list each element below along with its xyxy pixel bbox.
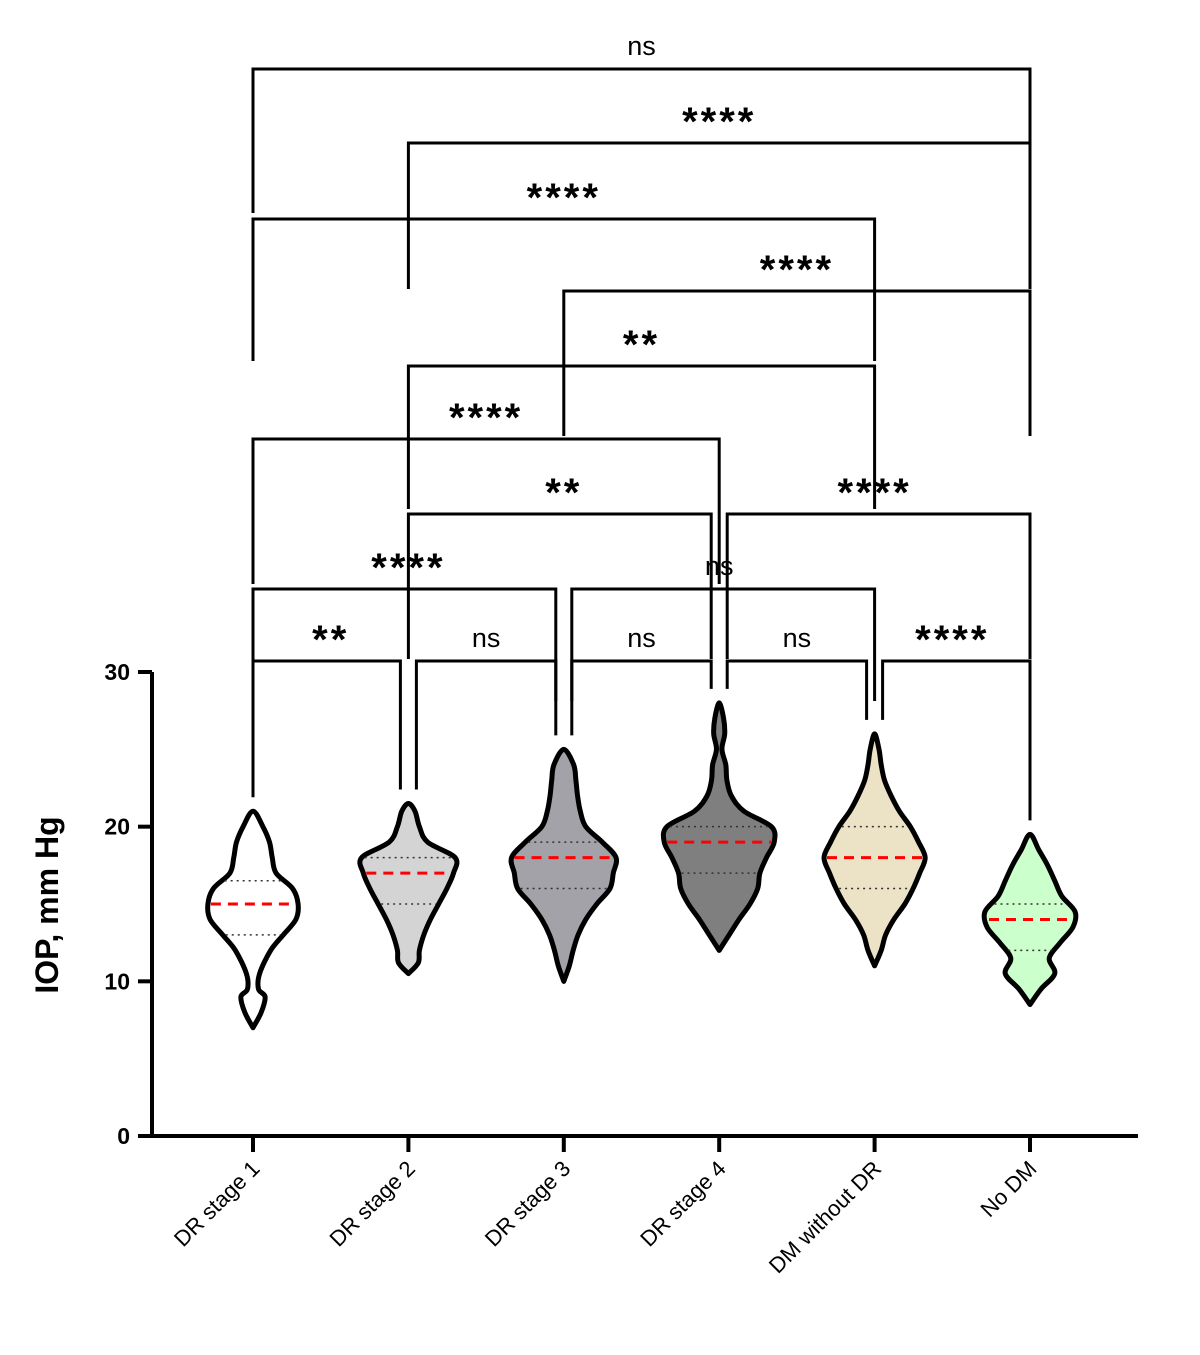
violin-dm-without-dr: [821, 731, 928, 969]
bracket-line: [570, 587, 877, 701]
bracket-line: [251, 217, 877, 361]
significance-label: ns: [783, 623, 812, 653]
bracket-line: [414, 659, 558, 790]
x-tick-label-dr-stage-2: DR stage 2: [324, 1156, 420, 1252]
bracket-dr-stage-1-vs-no-dm: ns: [251, 31, 1032, 213]
violin-body: [205, 808, 301, 1031]
significance-label: **: [545, 471, 582, 515]
bracket-dr-stage-2-vs-dm-without-dr: **: [406, 323, 877, 509]
violin-dr-stage-1: [205, 808, 301, 1031]
y-axis-label: IOP, mm Hg: [29, 816, 65, 993]
violin-body: [821, 731, 928, 969]
y-tick-label: 10: [104, 968, 130, 994]
violin-body: [508, 746, 620, 984]
bracket-line: [406, 141, 1032, 289]
bracket-dr-stage-1-vs-dm-without-dr: ****: [251, 176, 877, 361]
bracket-line: [251, 587, 558, 701]
significance-label: ns: [627, 31, 656, 61]
bracket-dr-stage-1-vs-dr-stage-4: ****: [251, 396, 721, 584]
significance-label: ns: [472, 623, 501, 653]
bracket-dr-stage-3-vs-dm-without-dr: ns: [570, 551, 877, 701]
violin-dr-stage-2: [357, 800, 460, 977]
violin-dr-stage-3: [508, 746, 620, 984]
significance-label: ****: [527, 176, 601, 220]
bracket-dr-stage-2-vs-dr-stage-4: **: [406, 471, 713, 659]
violins: [205, 700, 1079, 1031]
x-tick-label-no-dm: No DM: [975, 1156, 1041, 1222]
significance-label: ****: [760, 248, 834, 292]
bracket-line: [725, 659, 869, 720]
bracket-dr-stage-2-vs-no-dm: ****: [406, 100, 1032, 289]
bracket-dr-stage-2-vs-dr-stage-3: ns: [414, 623, 558, 790]
x-tick-label-dr-stage-4: DR stage 4: [635, 1156, 731, 1252]
bracket-dr-stage-3-vs-dr-stage-4: ns: [570, 623, 713, 736]
significance-brackets: ** ns ns ns ******** ns** ********************…: [251, 31, 1032, 821]
bracket-line: [406, 512, 713, 659]
significance-label: **: [312, 618, 349, 662]
bracket-line: [881, 659, 1032, 821]
bracket-line: [251, 67, 1032, 213]
x-tick-label-dr-stage-1: DR stage 1: [169, 1156, 265, 1252]
violin-dr-stage-4: [660, 700, 778, 953]
y-ticks: 0 10 20 30: [104, 659, 152, 1149]
significance-label: ****: [915, 618, 989, 662]
y-tick-label: 20: [104, 814, 130, 840]
significance-label: **: [623, 323, 660, 367]
bracket-line: [251, 437, 721, 584]
y-tick-label: 0: [117, 1123, 130, 1149]
violin-no-dm: [981, 831, 1079, 1008]
x-ticks: DR stage 1 DR stage 2 DR stage 3 DR stage 4…: [169, 1136, 1042, 1278]
bracket-line: [725, 512, 1032, 659]
bracket-dr-stage-1-vs-dr-stage-3: ****: [251, 546, 558, 701]
axes: IOP, mm Hg: [29, 672, 1138, 1138]
significance-label: ****: [682, 100, 756, 144]
bracket-dr-stage-1-vs-dr-stage-2: **: [251, 618, 402, 798]
bracket-line: [406, 364, 877, 509]
bracket-line: [570, 659, 713, 736]
x-tick-label-dr-stage-3: DR stage 3: [480, 1156, 576, 1252]
y-tick-label: 30: [104, 659, 130, 685]
significance-label: ****: [449, 396, 523, 440]
bracket-dm-without-dr-vs-no-dm: ****: [881, 618, 1032, 821]
bracket-dr-stage-3-vs-no-dm: ****: [562, 248, 1032, 436]
significance-label: ns: [627, 623, 656, 653]
bracket-line: [251, 659, 402, 798]
x-tick-label-dm-without-dr: DM without DR: [764, 1156, 886, 1278]
bracket-line: [562, 289, 1032, 436]
violin-body: [357, 800, 460, 977]
bracket-dr-stage-4-vs-dm-without-dr: ns: [725, 623, 869, 720]
